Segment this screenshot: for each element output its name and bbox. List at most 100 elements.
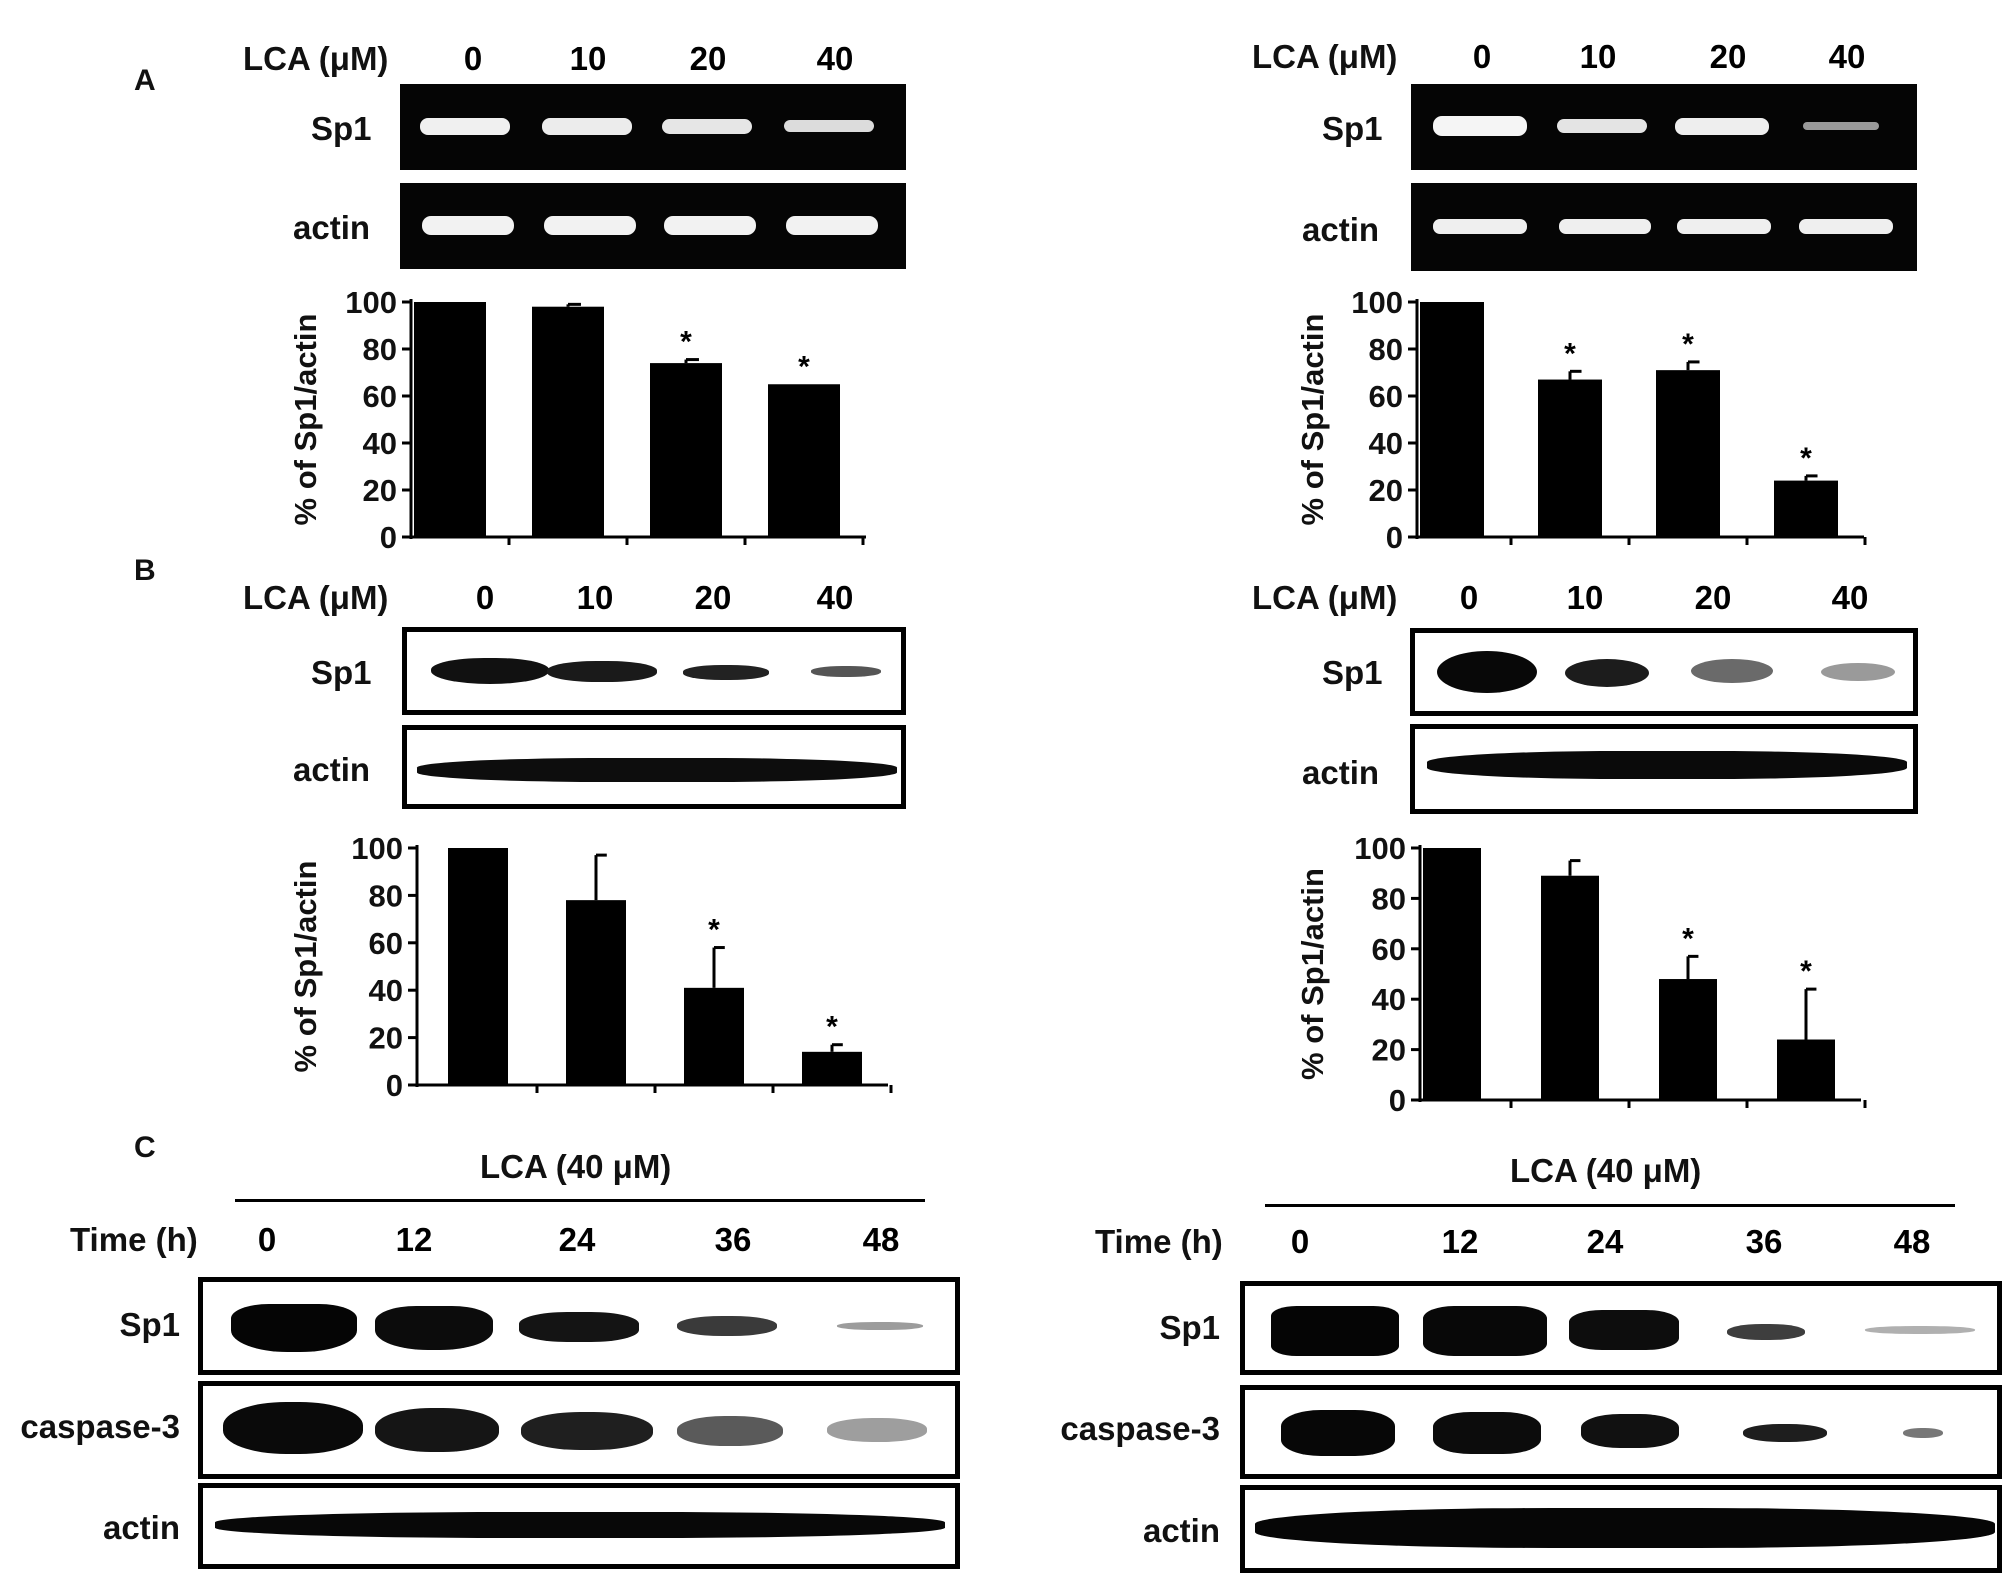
treatment-rule — [1265, 1204, 1955, 1207]
bar — [1420, 302, 1484, 537]
y-axis-label: % of Sp1/actin — [1295, 868, 1330, 1080]
actin-time-blot — [198, 1483, 960, 1569]
bar — [768, 384, 840, 537]
band — [827, 1418, 927, 1442]
band — [1743, 1424, 1827, 1442]
y-axis-label: % of Sp1/actin — [288, 861, 323, 1073]
lca-dose-0: 0 — [1472, 38, 1492, 75]
y-tick-label: 40 — [369, 973, 403, 1008]
sp1-row-label: Sp1 — [119, 1306, 180, 1343]
actin-rtpcr-gel — [400, 183, 906, 269]
band — [1255, 1508, 1995, 1548]
band — [223, 1402, 363, 1454]
y-tick-label: 80 — [1372, 881, 1406, 916]
caspase-3-time-blot — [198, 1381, 960, 1479]
significance-marker: * — [1800, 955, 1812, 988]
bar — [684, 987, 744, 1085]
sp1-row-label: Sp1 — [1159, 1309, 1220, 1346]
y-tick-label: 60 — [363, 379, 397, 414]
actin-row-label: actin — [102, 1509, 180, 1546]
y-axis-label: % of Sp1/actin — [1295, 314, 1330, 526]
band — [1677, 219, 1771, 234]
lca-dose-20: 20 — [1694, 579, 1732, 616]
sp1-rtpcr-gel — [1411, 84, 1917, 170]
sp1-row-label: Sp1 — [311, 110, 372, 147]
band — [784, 120, 874, 132]
band — [521, 1412, 653, 1450]
y-tick-label: 100 — [351, 831, 403, 866]
time-12: 12 — [1441, 1223, 1479, 1260]
band — [1565, 659, 1649, 687]
band — [1281, 1410, 1395, 1456]
sp1-row-label: Sp1 — [311, 654, 372, 691]
band — [811, 666, 881, 677]
y-tick-label: 60 — [369, 926, 403, 961]
bar — [532, 306, 604, 537]
sp1-rtpcr-gel — [400, 84, 906, 170]
y-tick-label: 0 — [1386, 520, 1403, 555]
lca-dose-40: 40 — [816, 579, 854, 616]
treatment-label: LCA (40 μM) — [480, 1148, 672, 1185]
band — [231, 1304, 357, 1352]
band — [683, 665, 769, 680]
significance-marker: * — [1682, 922, 1694, 955]
y-tick-label: 20 — [363, 473, 397, 508]
band — [1803, 122, 1879, 130]
caspase-3-row-label: caspase-3 — [1060, 1410, 1220, 1447]
band — [1581, 1414, 1679, 1448]
band — [677, 1316, 777, 1336]
band — [1433, 219, 1527, 234]
time-36: 36 — [1745, 1223, 1783, 1260]
lca-dose-20: 20 — [694, 579, 732, 616]
y-tick-label: 40 — [363, 426, 397, 461]
time-36: 36 — [714, 1221, 752, 1258]
bar — [650, 363, 722, 537]
bar — [414, 302, 486, 537]
caspase-3-row-label: caspase-3 — [20, 1408, 180, 1445]
y-tick-label: 20 — [369, 1021, 403, 1056]
y-tick-label: 80 — [369, 878, 403, 913]
sp1-time-blot — [1240, 1281, 2002, 1375]
band — [1437, 651, 1537, 693]
time-label: Time (h) — [1095, 1223, 1223, 1260]
bar — [566, 900, 626, 1085]
actin-row-label: actin — [1142, 1512, 1220, 1549]
band — [1799, 219, 1893, 234]
y-tick-label: 100 — [1354, 831, 1406, 866]
band — [1433, 116, 1527, 136]
time-0: 0 — [1290, 1223, 1310, 1260]
y-tick-label: 60 — [1372, 932, 1406, 967]
y-axis-label: % of Sp1/actin — [288, 314, 323, 526]
lca-dose-label: LCA (μM) — [1252, 38, 1398, 75]
significance-marker: * — [1682, 328, 1694, 361]
lca-dose-label: LCA (μM) — [243, 579, 389, 616]
bar — [1538, 379, 1602, 537]
band — [542, 118, 632, 135]
sp1-western-blot — [1410, 628, 1918, 716]
band — [677, 1416, 783, 1446]
lca-dose-10: 10 — [576, 579, 614, 616]
lca-dose-20: 20 — [689, 40, 727, 77]
y-tick-label: 20 — [1369, 473, 1403, 508]
band — [1433, 1412, 1541, 1454]
lca-dose-10: 10 — [1579, 38, 1617, 75]
time-12: 12 — [395, 1221, 433, 1258]
actin-western-blot — [1410, 724, 1918, 814]
band — [422, 216, 514, 235]
time-48: 48 — [1893, 1223, 1931, 1260]
significance-marker: * — [680, 326, 692, 359]
lca-dose-0: 0 — [475, 579, 495, 616]
bar — [448, 848, 508, 1085]
y-tick-label: 40 — [1369, 426, 1403, 461]
actin-row-label: actin — [1302, 754, 1380, 791]
lca-dose-40: 40 — [1828, 38, 1866, 75]
lca-dose-40: 40 — [816, 40, 854, 77]
band — [1557, 119, 1647, 133]
band — [417, 758, 897, 782]
significance-marker: * — [708, 914, 720, 947]
significance-marker: * — [798, 350, 810, 383]
actin-row-label: actin — [293, 751, 371, 788]
